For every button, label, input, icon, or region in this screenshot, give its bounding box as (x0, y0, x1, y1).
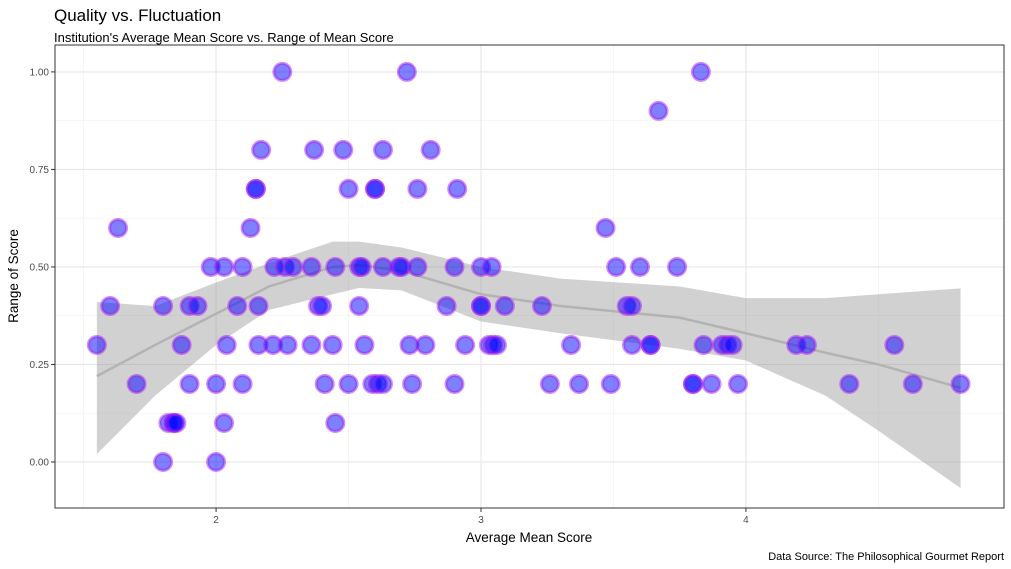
data-point (481, 256, 502, 277)
data-point (314, 373, 335, 394)
data-point (272, 61, 293, 82)
data-point (722, 334, 743, 355)
data-point (301, 256, 322, 277)
chart-title: Quality vs. Fluctuation (54, 6, 221, 25)
data-point (325, 256, 346, 277)
data-point (365, 178, 386, 199)
y-tick-label: 1.00 (30, 67, 50, 78)
data-point (232, 256, 253, 277)
data-point (108, 217, 129, 238)
data-point (187, 295, 208, 316)
data-point (690, 61, 711, 82)
data-point (333, 139, 354, 160)
data-point (648, 100, 669, 121)
data-point (640, 334, 661, 355)
data-point (277, 334, 298, 355)
data-point (227, 295, 248, 316)
data-point (312, 295, 333, 316)
data-point (950, 373, 971, 394)
y-tick-label: 0.50 (30, 262, 50, 273)
data-point (216, 334, 237, 355)
data-point (622, 334, 643, 355)
data-point (86, 334, 107, 355)
data-point (166, 412, 187, 433)
data-point (206, 373, 227, 394)
data-point (402, 373, 423, 394)
data-point (420, 139, 441, 160)
data-point (531, 295, 552, 316)
data-point (455, 334, 476, 355)
data-point (240, 217, 261, 238)
data-point (351, 256, 372, 277)
x-tick-label: 2 (213, 515, 219, 526)
panel-border (54, 44, 1005, 509)
y-axis-title: Range of Score (6, 229, 21, 323)
data-point (214, 256, 235, 277)
data-point (595, 217, 616, 238)
y-tick-label: 0.00 (30, 457, 50, 468)
data-point (622, 295, 643, 316)
data-point (338, 373, 359, 394)
data-point (304, 139, 325, 160)
data-point (884, 334, 905, 355)
data-point (796, 334, 817, 355)
data-point (232, 373, 253, 394)
data-point (179, 373, 200, 394)
data-point (245, 178, 266, 199)
data-point (338, 178, 359, 199)
data-point (248, 295, 269, 316)
data-point (251, 139, 272, 160)
data-point (372, 373, 393, 394)
chart-subtitle: Institution's Average Mean Score vs. Ran… (54, 30, 394, 45)
data-point (372, 139, 393, 160)
data-point (471, 295, 492, 316)
data-point (728, 373, 749, 394)
data-point (301, 334, 322, 355)
data-point (349, 295, 370, 316)
data-point (436, 295, 457, 316)
data-point (682, 373, 703, 394)
caption: Data Source: The Philosophical Gourmet R… (768, 551, 1004, 563)
data-point (606, 256, 627, 277)
data-point (902, 373, 923, 394)
data-point (444, 373, 465, 394)
data-point (600, 373, 621, 394)
data-point (629, 256, 650, 277)
data-point (667, 256, 688, 277)
data-point (100, 295, 121, 316)
data-point (561, 334, 582, 355)
data-point (447, 178, 468, 199)
data-point (282, 256, 303, 277)
data-point (839, 373, 860, 394)
data-point (494, 295, 515, 316)
axes: 2 3 4 0.00 0.25 0.50 0.75 1.00 (30, 67, 750, 526)
data-point (153, 451, 174, 472)
data-point (206, 451, 227, 472)
data-point (396, 61, 417, 82)
data-point (539, 373, 560, 394)
data-point (415, 334, 436, 355)
data-point (701, 373, 722, 394)
data-point (444, 256, 465, 277)
data-point (407, 178, 428, 199)
data-point (569, 373, 590, 394)
x-axis-title: Average Mean Score (466, 530, 593, 545)
data-point (322, 334, 343, 355)
data-point (354, 334, 375, 355)
data-point (126, 373, 147, 394)
data-point (407, 256, 428, 277)
data-point (325, 412, 346, 433)
data-point (153, 295, 174, 316)
confidence-band (96, 241, 961, 489)
x-tick-label: 4 (743, 515, 749, 526)
data-point (693, 334, 714, 355)
y-tick-label: 0.75 (30, 165, 50, 176)
points-layer (86, 61, 971, 472)
data-point (171, 334, 192, 355)
data-point (486, 334, 507, 355)
y-tick-label: 0.25 (30, 360, 50, 371)
x-tick-label: 3 (478, 515, 484, 526)
data-point (214, 412, 235, 433)
